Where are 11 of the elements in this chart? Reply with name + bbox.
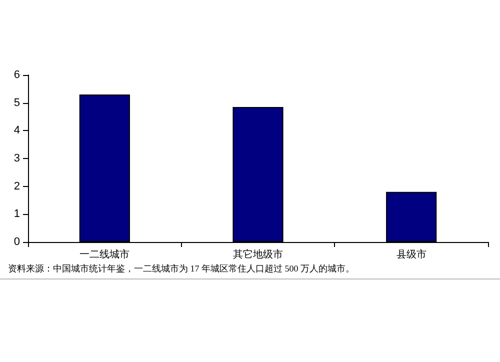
y-tick-label: 2 — [14, 180, 20, 192]
x-tick-label: 县级市 — [396, 248, 426, 260]
x-tick-label: 一二线城市 — [80, 248, 130, 260]
y-tick-label: 5 — [14, 96, 20, 109]
y-tick-label: 3 — [14, 152, 20, 164]
y-tick-label: 6 — [14, 69, 20, 81]
text: 资料来源：中国城市统计年鉴，一二线城市为 17 年城区常住人口超过 500 万人的城市。 — [8, 264, 354, 274]
y-tick-label: 0 — [14, 236, 20, 248]
y-tick-label: 1 — [14, 208, 20, 220]
x-tick-label: 其它地级市 — [233, 248, 283, 260]
y-tick-label: 4 — [14, 124, 20, 137]
